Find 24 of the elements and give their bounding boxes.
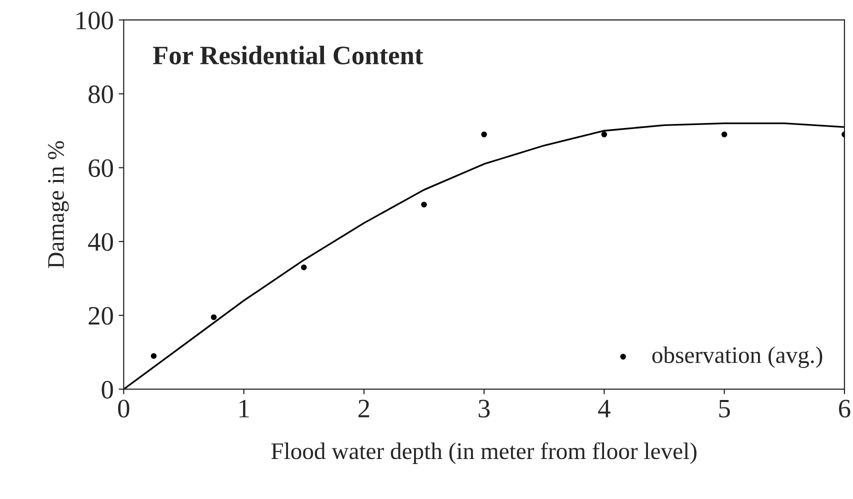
x-tick-label: 5 [719, 400, 730, 418]
point [481, 132, 487, 138]
x-tick-label: 1 [240, 400, 249, 418]
y-tick-label: 0 [102, 380, 113, 399]
point [721, 132, 728, 138]
x-tick-label: 0 [118, 400, 130, 418]
point [150, 353, 157, 359]
x-tick-label: 2 [358, 400, 370, 418]
y-tick-label: 100 [76, 12, 113, 30]
text: For Residential Content [152, 46, 424, 64]
x-tick-label: 6 [839, 400, 850, 418]
y-tick-label: 80 [88, 85, 113, 104]
point [210, 314, 217, 320]
legend-label: observation (avg.) [652, 346, 822, 368]
x-tick-label: 4 [598, 400, 610, 418]
point [601, 132, 608, 138]
point [421, 202, 427, 208]
y-tick-label: 60 [88, 159, 113, 178]
x-tick-label: 3 [478, 400, 490, 418]
y-tick-label: 40 [88, 233, 113, 251]
point [300, 264, 307, 270]
x-axis-title: Flood water depth (in meter from floor level) [271, 442, 696, 464]
y-axis-title: Damage in % [48, 141, 69, 268]
y-tick-label: 20 [88, 306, 113, 325]
